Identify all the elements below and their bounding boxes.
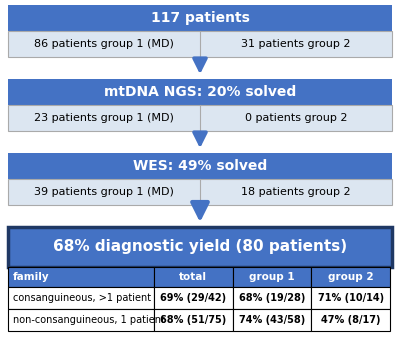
Text: group 2: group 2 — [328, 272, 374, 282]
Text: 74% (43/58): 74% (43/58) — [239, 315, 305, 325]
Text: 117 patients: 117 patients — [150, 11, 250, 25]
FancyBboxPatch shape — [8, 309, 154, 331]
FancyBboxPatch shape — [8, 179, 392, 205]
FancyBboxPatch shape — [154, 287, 233, 309]
FancyBboxPatch shape — [311, 287, 390, 309]
Text: 23 patients group 1 (MD): 23 patients group 1 (MD) — [34, 113, 174, 123]
FancyBboxPatch shape — [8, 105, 392, 131]
FancyBboxPatch shape — [311, 267, 390, 287]
Text: total: total — [179, 272, 207, 282]
Text: 68% diagnostic yield (80 patients): 68% diagnostic yield (80 patients) — [53, 240, 347, 254]
Text: non-consanguineous, 1 patient: non-consanguineous, 1 patient — [13, 315, 165, 325]
FancyBboxPatch shape — [233, 267, 311, 287]
Text: 39 patients group 1 (MD): 39 patients group 1 (MD) — [34, 187, 174, 197]
Text: 47% (8/17): 47% (8/17) — [321, 315, 380, 325]
Text: consanguineous, >1 patient: consanguineous, >1 patient — [13, 293, 151, 303]
Text: 68% (19/28): 68% (19/28) — [239, 293, 305, 303]
FancyBboxPatch shape — [311, 309, 390, 331]
Text: family: family — [13, 272, 50, 282]
FancyBboxPatch shape — [8, 31, 392, 57]
FancyBboxPatch shape — [233, 287, 311, 309]
FancyBboxPatch shape — [8, 267, 154, 287]
FancyBboxPatch shape — [8, 153, 392, 179]
FancyBboxPatch shape — [8, 5, 392, 31]
Text: WES: 49% solved: WES: 49% solved — [133, 159, 267, 173]
Text: 0 patients group 2: 0 patients group 2 — [245, 113, 347, 123]
FancyBboxPatch shape — [154, 267, 233, 287]
Text: 18 patients group 2: 18 patients group 2 — [241, 187, 351, 197]
Text: 31 patients group 2: 31 patients group 2 — [241, 39, 351, 49]
Text: mtDNA NGS: 20% solved: mtDNA NGS: 20% solved — [104, 85, 296, 99]
FancyBboxPatch shape — [233, 309, 311, 331]
Text: 69% (29/42): 69% (29/42) — [160, 293, 226, 303]
FancyBboxPatch shape — [154, 309, 233, 331]
Text: group 1: group 1 — [249, 272, 295, 282]
FancyBboxPatch shape — [8, 287, 154, 309]
Text: 68% (51/75): 68% (51/75) — [160, 315, 226, 325]
Text: 71% (10/14): 71% (10/14) — [318, 293, 384, 303]
FancyBboxPatch shape — [8, 79, 392, 105]
FancyBboxPatch shape — [8, 227, 392, 267]
Text: 86 patients group 1 (MD): 86 patients group 1 (MD) — [34, 39, 174, 49]
